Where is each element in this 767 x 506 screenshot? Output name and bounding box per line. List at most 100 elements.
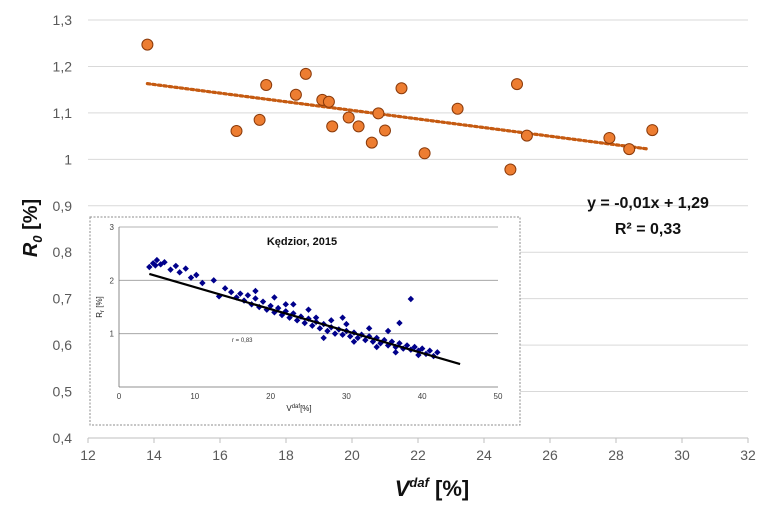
trendline-equation: y = -0,01x + 1,29 xyxy=(587,195,709,212)
data-point xyxy=(511,78,523,91)
inset-data-point xyxy=(172,262,180,270)
inset-data-point xyxy=(403,342,411,349)
inset-data-point xyxy=(343,320,350,328)
inset-data-point xyxy=(346,333,354,340)
inset-data-point xyxy=(396,319,403,327)
main-y-tick-label: 0,4 xyxy=(53,430,73,446)
inset-data-point xyxy=(244,292,252,299)
inset-data-point xyxy=(221,285,229,292)
inset-data-point xyxy=(328,317,335,324)
data-point xyxy=(322,95,335,108)
data-point xyxy=(299,67,312,80)
inset-x-tick-label: 40 xyxy=(418,392,427,401)
inset-data-point xyxy=(176,269,183,276)
data-point xyxy=(504,163,517,176)
data-point xyxy=(418,147,431,160)
inset-chart: 0 10 20 30 40 50 1 2 3 Kędzior, 2015 r = 0,83 Vdaf[… xyxy=(89,216,521,426)
inset-data-point xyxy=(227,288,235,296)
data-point xyxy=(372,107,385,120)
main-x-tick-label: 16 xyxy=(212,447,228,463)
main-trendline xyxy=(145,82,651,151)
main-y-tick-label: 1,1 xyxy=(53,105,73,121)
main-tick-labels: 12 14 16 18 20 22 24 26 28 30 320,40,50,60,70,80,9… xyxy=(53,12,756,463)
main-x-tick-label: 20 xyxy=(344,447,360,463)
data-point xyxy=(623,143,636,156)
inset-data-point xyxy=(324,327,331,335)
inset-x-tick-label: 0 xyxy=(117,392,122,401)
inset-data-point xyxy=(396,340,403,347)
main-y-tick-label: 1 xyxy=(64,151,72,167)
inset-y-tick-label: 1 xyxy=(110,330,115,339)
inset-x-tick-label: 50 xyxy=(494,392,503,401)
inset-data-point xyxy=(419,345,426,352)
inset-annotation: r = 0,83 xyxy=(232,338,253,344)
data-point xyxy=(451,102,464,115)
inset-y-tick-label: 2 xyxy=(110,276,115,285)
inset-data-point xyxy=(210,277,217,284)
main-x-tick-label: 26 xyxy=(542,447,558,463)
data-point xyxy=(342,111,355,124)
inset-data-point xyxy=(199,279,206,287)
main-axes xyxy=(87,437,749,443)
main-x-tick-label: 14 xyxy=(146,447,162,463)
data-point xyxy=(603,131,616,144)
inset-data-point xyxy=(354,334,361,342)
main-x-tick-label: 24 xyxy=(476,447,492,463)
data-point xyxy=(352,120,365,133)
inset-x-tick-label: 10 xyxy=(190,392,199,401)
inset-data-point xyxy=(384,327,392,335)
data-point xyxy=(141,38,154,51)
main-y-tick-label: 0,8 xyxy=(53,244,73,260)
inset-regression-line xyxy=(149,272,461,366)
inset-y-tick-label: 3 xyxy=(110,223,115,232)
inset-data-point xyxy=(187,274,195,281)
inset-data-point xyxy=(426,347,433,354)
main-y-tick-label: 0,6 xyxy=(53,337,73,353)
inset-data-point xyxy=(153,256,161,264)
inset-data-point xyxy=(312,314,320,321)
inset-data-point xyxy=(320,334,327,342)
main-y-axis-label: R0 [%] xyxy=(20,199,45,257)
inset-data-point xyxy=(411,343,418,351)
data-point xyxy=(260,79,273,92)
inset-data-point xyxy=(282,301,289,308)
inset-data-point xyxy=(350,338,358,345)
main-data-points xyxy=(141,38,659,176)
inset-data-point xyxy=(152,262,159,269)
inset-data-point xyxy=(339,314,346,321)
main-x-tick-label: 30 xyxy=(674,447,690,463)
inset-data-point xyxy=(157,261,164,268)
inset-data-point xyxy=(293,317,301,324)
data-point xyxy=(379,124,391,137)
inset-data-point xyxy=(407,295,415,303)
inset-data-point xyxy=(215,293,223,300)
data-point xyxy=(365,136,378,149)
main-y-tick-label: 1,2 xyxy=(53,58,73,74)
inset-title: Kędzior, 2015 xyxy=(267,236,337,248)
data-point xyxy=(395,82,408,95)
main-y-tick-label: 0,5 xyxy=(53,384,73,400)
main-y-tick-label: 0,9 xyxy=(53,198,73,214)
data-point xyxy=(253,113,266,126)
main-x-tick-label: 12 xyxy=(80,447,96,463)
inset-data-point xyxy=(301,319,308,327)
inset-x-tick-label: 30 xyxy=(342,392,351,401)
inset-data-point xyxy=(193,271,200,279)
inset-data-point xyxy=(259,298,267,305)
data-point xyxy=(646,124,659,137)
inset-data-point xyxy=(316,325,324,332)
data-point xyxy=(520,129,533,142)
inset-data-point xyxy=(252,287,259,295)
main-x-tick-label: 32 xyxy=(740,447,756,463)
inset-data-point xyxy=(392,349,399,356)
main-y-tick-label: 1,3 xyxy=(53,12,73,28)
data-point xyxy=(326,120,339,133)
data-point xyxy=(289,88,302,101)
inset-data-point xyxy=(182,265,189,272)
inset-x-axis-label: Vdaf[%] xyxy=(286,404,311,413)
inset-data-point xyxy=(339,331,346,338)
main-y-tick-label: 0,7 xyxy=(53,291,73,307)
inset-data-point xyxy=(309,322,316,329)
r-squared-label: R² = 0,33 xyxy=(615,221,681,238)
